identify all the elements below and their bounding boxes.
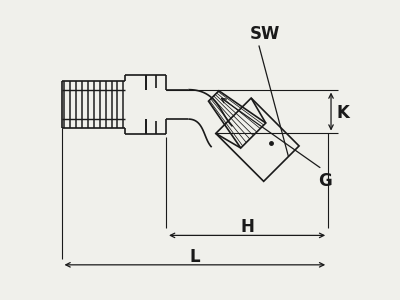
Text: G: G	[318, 172, 332, 190]
Text: K: K	[337, 104, 350, 122]
Text: L: L	[190, 248, 200, 266]
Text: SW: SW	[250, 25, 280, 43]
Text: H: H	[240, 218, 254, 236]
